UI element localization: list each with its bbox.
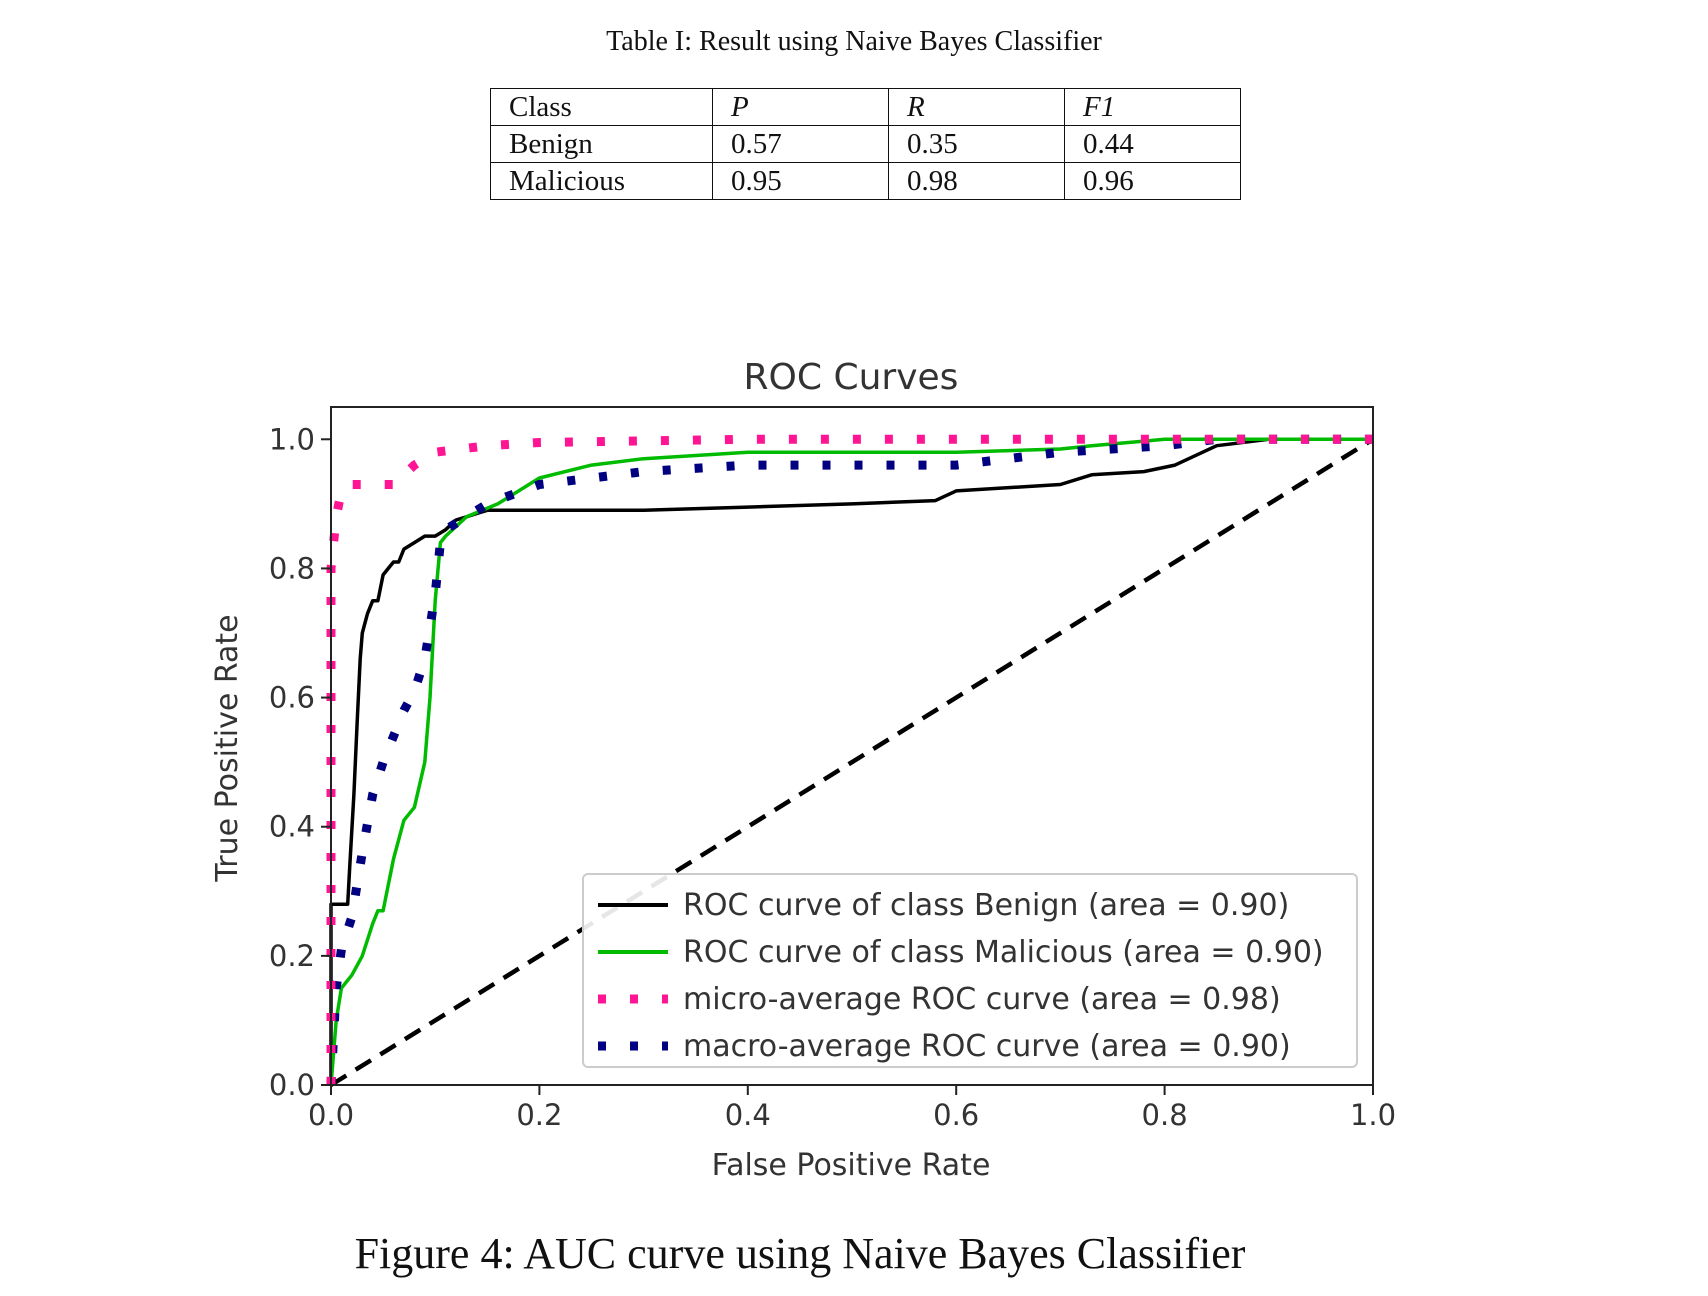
cell-precision: 0.95 xyxy=(712,162,889,200)
chance-line xyxy=(329,437,1375,1087)
legend-label: ROC curve of class Benign (area = 0.90) xyxy=(683,888,1289,923)
cell-recall: 0.98 xyxy=(888,162,1065,200)
y-axis-label: True Positive Rate xyxy=(210,614,245,882)
y-tick-label: 0.2 xyxy=(269,939,315,973)
series-line-2 xyxy=(326,434,1373,1085)
table-row: Malicious 0.95 0.98 0.96 xyxy=(490,162,1241,200)
legend-label: macro-average ROC curve (area = 0.90) xyxy=(683,1029,1291,1064)
cell-f1: 0.44 xyxy=(1064,125,1241,163)
cell-f1: 0.96 xyxy=(1064,162,1241,200)
series-layer xyxy=(326,434,1375,1087)
y-tick-label: 0.8 xyxy=(269,551,315,585)
header-recall: R xyxy=(888,88,1065,126)
legend: ROC curve of class Benign (area = 0.90) R… xyxy=(582,873,1358,1068)
x-axis-label: False Positive Rate xyxy=(712,1148,991,1183)
legend-box xyxy=(582,873,1358,1068)
x-tick-label: 0.6 xyxy=(933,1098,979,1132)
x-tick-label: 0.2 xyxy=(516,1098,562,1132)
results-table: Class P R F1 Benign 0.57 0.35 0.44 Malic… xyxy=(490,88,1241,200)
x-tick-label: 0.8 xyxy=(1142,1098,1188,1132)
ticks-layer: 0.0 0.2 0.4 0.6 0.8 1.0 0.0 0.2 0.4 0.6 0.8 1.0 xyxy=(269,422,1396,1132)
table-caption: Table I: Result using Naive Bayes Classi… xyxy=(606,26,1102,57)
series-line-3 xyxy=(326,434,1373,1086)
header-f1: F1 xyxy=(1064,88,1241,126)
y-tick-label: 0.6 xyxy=(269,681,315,715)
x-tick-label: 1.0 xyxy=(1350,1098,1396,1132)
y-tick-label: 0.0 xyxy=(269,1068,315,1102)
cell-class: Malicious xyxy=(490,162,713,200)
legend-label: ROC curve of class Malicious (area = 0.9… xyxy=(683,935,1324,970)
y-tick-label: 1.0 xyxy=(269,422,315,456)
x-tick-label: 0.4 xyxy=(725,1098,771,1132)
legend-label: micro-average ROC curve (area = 0.98) xyxy=(683,982,1281,1017)
series-line-1 xyxy=(329,437,1373,1086)
header-class: Class xyxy=(490,88,713,126)
chart-title: ROC Curves xyxy=(744,357,959,398)
x-tick-label: 0.0 xyxy=(308,1098,354,1132)
series-line-0 xyxy=(329,437,1373,1085)
plot-frame xyxy=(330,406,1374,1086)
figure-caption: Figure 4: AUC curve using Naive Bayes Cl… xyxy=(354,1229,1246,1278)
y-tick-label: 0.4 xyxy=(269,810,315,844)
